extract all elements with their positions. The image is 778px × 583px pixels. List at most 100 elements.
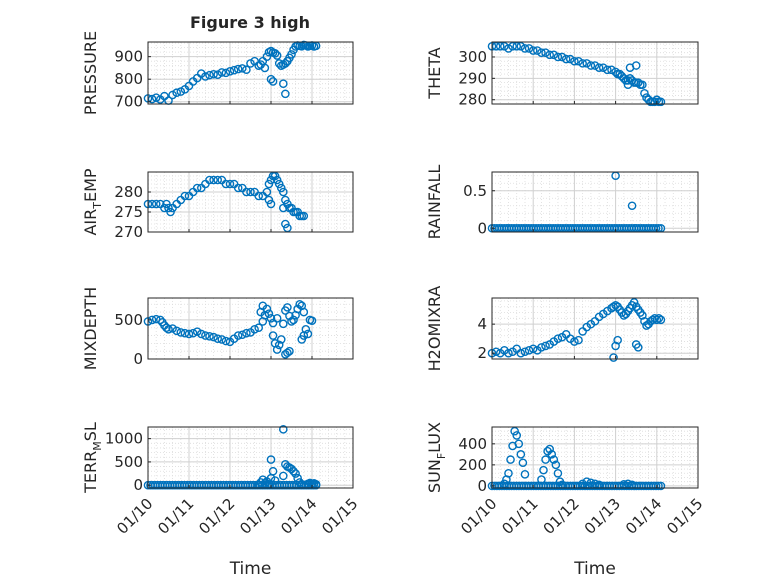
data-point (565, 54, 575, 64)
data-point (262, 52, 272, 61)
y-tick-label: 500 (114, 311, 143, 329)
data-point (201, 331, 210, 340)
data-point (307, 316, 317, 325)
data-point (613, 335, 622, 345)
data-point (524, 345, 534, 355)
data-point (254, 323, 264, 333)
data-point (516, 41, 526, 51)
data-point (196, 329, 206, 339)
y-axis-label: SUNFLUX (425, 422, 448, 493)
data-point (541, 48, 550, 57)
data-point (283, 348, 292, 358)
y-axis-label: TERRMSL (81, 422, 104, 494)
x-tick-label: 01/13 (581, 495, 624, 538)
data-point (225, 67, 235, 76)
data-point (209, 175, 218, 185)
x-axis-label: Time (229, 559, 272, 579)
data-point (276, 335, 286, 344)
plot-area (148, 172, 353, 232)
data-point (278, 319, 288, 329)
data-point (242, 328, 251, 338)
data-point (656, 97, 666, 107)
y-label-part: EMP (81, 168, 100, 202)
data-point (574, 335, 583, 345)
data-point (512, 41, 522, 51)
subplot-grid: 700 800 900 PRESSURE 280 290 300 THETA 270 275 280… (81, 31, 706, 579)
data-point (547, 450, 557, 459)
data-point (205, 70, 214, 80)
data-point (545, 50, 554, 60)
data-point (654, 481, 663, 491)
figure-title: Figure 3 high (190, 13, 310, 32)
data-point (266, 199, 276, 209)
data-point (295, 299, 305, 309)
data-point (172, 88, 181, 98)
y-axis-label: H2OMIXRA (425, 286, 444, 372)
data-point (299, 307, 309, 317)
data-point (225, 179, 235, 189)
data-point (274, 340, 284, 350)
data-point (633, 343, 643, 352)
data-point (570, 56, 579, 66)
x-tick-label: 01/12 (195, 495, 238, 538)
y-tick-label: 700 (114, 93, 143, 111)
data-point (309, 480, 318, 490)
data-point (553, 52, 563, 62)
data-point (631, 61, 641, 70)
data-point (656, 315, 666, 325)
y-tick-label: 0 (477, 477, 487, 495)
data-point (221, 68, 231, 78)
y-label-part: LUX (425, 422, 444, 453)
data-point (278, 471, 288, 481)
data-point (590, 61, 600, 70)
data-point (578, 59, 587, 68)
y-axis-label: AIRTEMP (81, 168, 104, 235)
data-point (268, 466, 278, 476)
data-point (209, 332, 218, 342)
data-point (491, 41, 501, 51)
subplot-4: 0 0.5 RAINFALL (425, 165, 699, 240)
subplot-2: 280 290 300 THETA (425, 41, 699, 109)
data-point (246, 59, 255, 68)
data-point (266, 74, 276, 84)
data-point (537, 343, 546, 352)
y-tick-label: 280 (114, 183, 143, 201)
data-point (233, 64, 243, 74)
data-point (266, 46, 276, 56)
y-tick-label: 0.5 (463, 182, 487, 200)
data-point (233, 331, 243, 340)
y-axis-label: RAINFALL (425, 165, 444, 240)
data-point (533, 46, 542, 55)
data-point (180, 328, 190, 338)
data-point (272, 345, 282, 354)
data-point (650, 314, 660, 323)
data-point (518, 458, 528, 468)
data-point (303, 329, 313, 339)
data-point (516, 348, 526, 358)
data-point (233, 183, 243, 193)
y-tick-label: 200 (458, 456, 487, 474)
data-point (289, 466, 298, 476)
data-point (278, 79, 288, 89)
data-point (237, 330, 247, 340)
data-point (155, 315, 165, 325)
data-point (609, 353, 618, 362)
y-axis-label: MIXDEPTH (81, 287, 100, 370)
data-point (638, 80, 647, 90)
data-point (495, 41, 505, 51)
data-point (217, 335, 227, 344)
data-point (629, 298, 639, 307)
y-tick-label: 0 (133, 476, 143, 494)
data-point (262, 187, 272, 197)
data-point (574, 56, 583, 66)
data-point (151, 199, 161, 209)
data-point (278, 425, 288, 434)
x-tick-label: 01/10 (113, 495, 156, 538)
data-point (491, 347, 501, 357)
data-point (297, 41, 307, 51)
data-point (611, 67, 620, 77)
data-point (172, 326, 181, 336)
data-point (537, 48, 546, 57)
data-point (627, 201, 637, 211)
